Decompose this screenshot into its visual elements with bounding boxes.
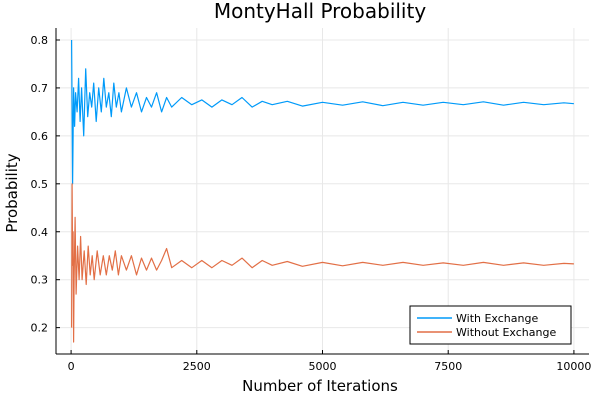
grid: [56, 28, 589, 354]
y-axis-label: Probability: [3, 153, 21, 232]
x-tick-label: 5000: [309, 360, 337, 373]
x-tick-label: 0: [68, 360, 75, 373]
y-tick-label: 0.8: [31, 34, 49, 47]
x-tick-label: 2500: [183, 360, 211, 373]
x-ticks: 0 2500 5000 7500 10000: [68, 350, 591, 373]
x-axis-label: Number of Iterations: [242, 377, 398, 395]
legend-label-without-exchange: Without Exchange: [456, 326, 556, 339]
y-tick-label: 0.3: [31, 274, 49, 287]
y-tick-label: 0.7: [31, 82, 49, 95]
series-line-without-exchange: [71, 183, 574, 343]
y-tick-label: 0.5: [31, 178, 49, 191]
series-line-with-exchange: [71, 39, 574, 185]
legend-label-with-exchange: With Exchange: [456, 312, 538, 325]
legend: With Exchange Without Exchange: [409, 305, 572, 345]
y-tick-label: 0.2: [31, 322, 49, 335]
legend-box: [409, 305, 572, 345]
series-layer: [71, 39, 574, 343]
chart-title: MontyHall Probability: [214, 0, 426, 23]
x-tick-label: 10000: [556, 360, 591, 373]
y-ticks: 0.2 0.3 0.4 0.5 0.6 0.7 0.8: [31, 34, 60, 335]
y-tick-label: 0.4: [31, 226, 49, 239]
x-tick-label: 7500: [434, 360, 462, 373]
y-tick-label: 0.6: [31, 130, 49, 143]
